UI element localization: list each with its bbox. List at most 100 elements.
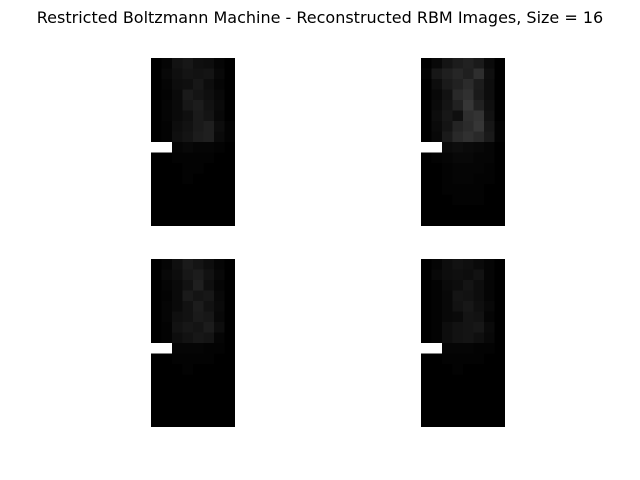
pixel-cell [172, 79, 183, 90]
pixel-cell [431, 385, 443, 396]
pixel-cell [203, 301, 215, 312]
pixel-cell [182, 205, 194, 216]
pixel-cell [442, 311, 453, 323]
pixel-cell [203, 89, 215, 101]
pixel-cell [473, 311, 485, 323]
pixel-cell [484, 121, 495, 132]
pixel-cell [463, 58, 474, 69]
pixel-cell [473, 194, 485, 206]
pixel-cell [494, 68, 505, 80]
pixel-cell [182, 163, 194, 174]
pixel-cell [484, 184, 495, 195]
pixel-cell [431, 173, 443, 185]
pixel-cell [151, 110, 162, 122]
pixel-cell [172, 301, 183, 312]
pixel-cell [484, 100, 495, 111]
pixel-cell [224, 194, 235, 206]
pixel-cell [442, 280, 453, 291]
pixel-cell [473, 301, 485, 312]
pixel-cell [161, 332, 173, 344]
pixel-cell [182, 89, 194, 101]
pixel-cell [442, 332, 453, 344]
pixel-cell [452, 142, 464, 153]
pixel-cell [151, 269, 162, 281]
pixel-cell [203, 290, 215, 302]
pixel-cell [214, 68, 225, 80]
pixel-cell [214, 205, 225, 216]
pixel-cell [203, 121, 215, 132]
pixel-cell [442, 269, 453, 281]
pixel-cell [463, 269, 474, 281]
pixel-cell [224, 395, 235, 407]
pixel-cell [484, 385, 495, 396]
pixel-cell [193, 100, 204, 111]
pixel-cell [494, 364, 505, 375]
pixel-cell [224, 364, 235, 375]
pixel-cell [463, 205, 474, 216]
pixel-cell [484, 332, 495, 344]
pixel-cell [494, 374, 505, 386]
pixel-cell [193, 280, 204, 291]
pixel-cell [421, 142, 432, 153]
pixel-cell [203, 395, 215, 407]
pixel-cell [484, 343, 495, 354]
pixel-cell [193, 374, 204, 386]
pixel-cell [172, 205, 183, 216]
pixel-cell [172, 173, 183, 185]
pixel-cell [484, 311, 495, 323]
pixel-cell [214, 152, 225, 164]
pixel-cell [421, 280, 432, 291]
pixel-cell [494, 269, 505, 281]
pixel-cell [172, 332, 183, 344]
pixel-cell [203, 131, 215, 143]
pixel-cell [182, 332, 194, 344]
pixel-cell [484, 110, 495, 122]
pixel-cell [431, 110, 443, 122]
pixel-cell [431, 205, 443, 216]
pixel-cell [193, 343, 204, 354]
pixel-cell [442, 416, 453, 427]
pixel-cell [161, 280, 173, 291]
pixel-cell [193, 110, 204, 122]
pixel-cell [452, 131, 464, 143]
pixel-cell [473, 332, 485, 344]
pixel-cell [452, 332, 464, 344]
pixel-cell [484, 58, 495, 69]
pixel-cell [452, 205, 464, 216]
pixel-cell [442, 58, 453, 69]
pixel-cell [193, 416, 204, 427]
pixel-cell [463, 215, 474, 226]
pixel-cell [214, 353, 225, 365]
pixel-cell [214, 89, 225, 101]
pixel-cell [151, 343, 162, 354]
pixel-cell [442, 395, 453, 407]
pixel-cell [161, 269, 173, 281]
pixel-cell [172, 110, 183, 122]
pixel-cell [214, 374, 225, 386]
pixel-cell [431, 184, 443, 195]
reconstructed-image-2 [421, 58, 505, 226]
pixel-cell [421, 290, 432, 302]
pixel-cell [494, 280, 505, 291]
pixel-cell [452, 152, 464, 164]
pixel-cell [224, 215, 235, 226]
pixel-cell [182, 364, 194, 375]
pixel-cell [431, 322, 443, 333]
pixel-cell [151, 173, 162, 185]
pixel-cell [224, 163, 235, 174]
pixel-cell [473, 121, 485, 132]
pixel-cell [431, 406, 443, 417]
pixel-cell [484, 205, 495, 216]
pixel-cell [421, 205, 432, 216]
pixel-cell [203, 374, 215, 386]
pixel-cell [452, 184, 464, 195]
pixel-cell [214, 142, 225, 153]
pixel-cell [161, 205, 173, 216]
pixel-cell [421, 215, 432, 226]
pixel-cell [463, 152, 474, 164]
pixel-cell [463, 131, 474, 143]
pixel-cell [203, 259, 215, 270]
pixel-cell [442, 194, 453, 206]
pixel-cell [431, 142, 443, 153]
